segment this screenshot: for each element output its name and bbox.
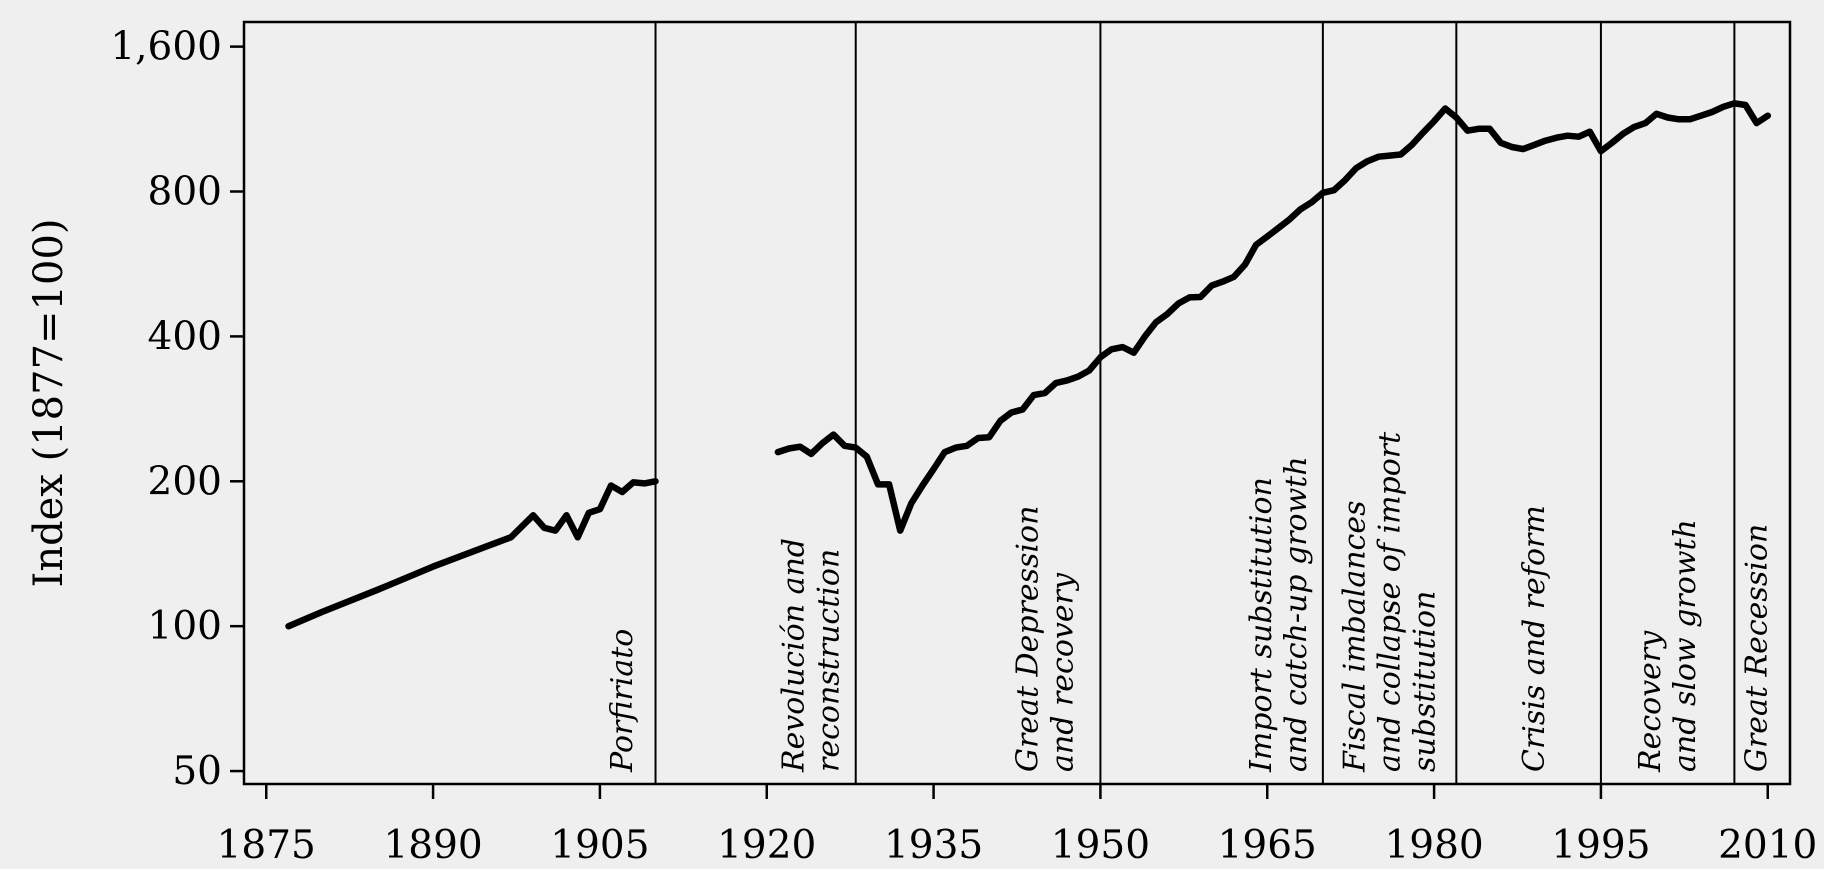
- x-tick-label: 1920: [717, 823, 816, 868]
- x-tick-label: 1935: [884, 823, 983, 868]
- period-label: Porfiriato: [605, 629, 640, 773]
- y-tick-label: 800: [148, 170, 222, 215]
- period-label: and recovery: [1045, 572, 1080, 772]
- x-tick-label: 1950: [1051, 823, 1150, 868]
- plot-frame: [242, 20, 1792, 786]
- x-tick-label: 1890: [383, 823, 482, 868]
- x-tick-label: 2010: [1718, 823, 1817, 868]
- x-tick-label: 1905: [550, 823, 649, 868]
- x-tick-label: 1965: [1218, 823, 1317, 868]
- y-tick-label: 1,600: [110, 25, 222, 70]
- period-label: Great Recession: [1740, 524, 1775, 772]
- period-label: Fiscal imbalances: [1338, 500, 1373, 773]
- y-tick-label: 400: [148, 314, 222, 359]
- x-tick-label: 1995: [1551, 823, 1650, 868]
- period-label: Recovery: [1633, 630, 1668, 773]
- period-label: and catch-up growth: [1279, 456, 1314, 772]
- period-label: Great Depression: [1010, 506, 1045, 772]
- x-tick-label: 1980: [1384, 823, 1483, 868]
- series-line: [285, 478, 659, 630]
- period-label: Revolución and: [777, 538, 812, 773]
- period-label: Import substitution: [1244, 477, 1279, 773]
- y-tick-label: 200: [148, 459, 222, 504]
- x-tick-label: 1875: [217, 823, 316, 868]
- period-label: substitution: [1408, 591, 1443, 772]
- series-line: [774, 100, 1772, 534]
- y-tick-label: 100: [148, 604, 222, 649]
- x-axis: 1875 1890 1905 1920 1935 1950 1965 1980 1995 2010: [217, 784, 1817, 868]
- y-axis: 50 100 200 400 800 1,600: [110, 25, 244, 794]
- y-tick-label: 50: [172, 749, 222, 794]
- period-label: Crisis and reform: [1517, 505, 1552, 772]
- period-labels: Porfiriato Revolución and reconstruction Gr…: [605, 431, 1774, 773]
- period-label: reconstruction: [812, 549, 847, 772]
- period-label: and collapse of import: [1373, 431, 1408, 772]
- y-axis-title: Index (1877=100): [26, 219, 72, 588]
- series-lines: [285, 100, 1772, 630]
- period-label: and slow growth: [1668, 519, 1703, 772]
